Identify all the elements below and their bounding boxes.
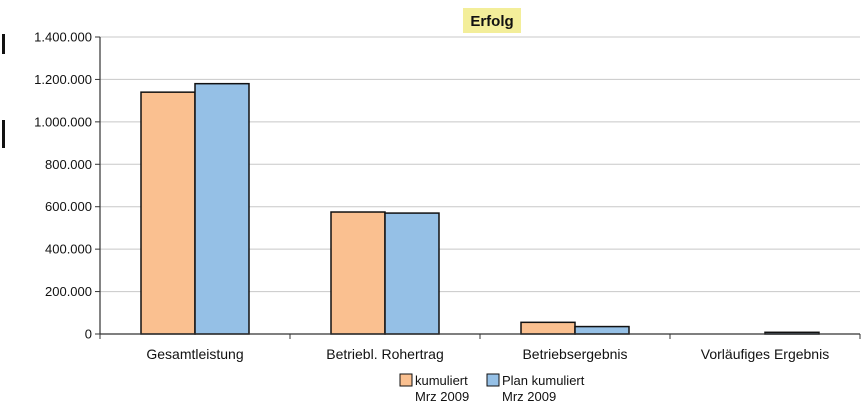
bar	[384, 212, 440, 335]
y-tick-label: 1.400.000	[34, 30, 92, 45]
y-tick-label: 200.000	[45, 284, 92, 299]
bar	[330, 211, 386, 335]
x-tick-label: Betriebl. Rohertrag	[326, 346, 444, 362]
bar	[194, 82, 250, 335]
y-axis: 0 200.000 400.000 600.000 800.000 1.000.000 1.…	[34, 30, 101, 342]
y-tick-label: 800.000	[45, 157, 92, 172]
chart-title-background	[463, 8, 521, 33]
x-axis: Gesamtleistung Betriebl. Rohertrag Betrieb…	[99, 333, 861, 362]
legend-label: kumuliert Mrz 2009	[415, 373, 469, 404]
legend-swatch	[399, 373, 413, 387]
legend-label: Plan kumuliert Mrz 2009	[502, 373, 585, 404]
chart-title: Erfolg	[470, 13, 513, 30]
left-edge-artifacts	[2, 34, 5, 148]
x-tick-label: Gesamtleistung	[146, 346, 243, 362]
legend-swatch	[486, 373, 500, 387]
y-tick-label: 1.000.000	[34, 114, 92, 129]
y-tick-label: 1.200.000	[34, 72, 92, 87]
y-tick-label: 400.000	[45, 242, 92, 257]
bar	[520, 321, 576, 335]
x-tick-label: Vorläufiges Ergebnis	[701, 346, 829, 362]
bar	[140, 91, 196, 335]
y-tick-label: 0	[85, 327, 92, 342]
y-tick-label: 600.000	[45, 199, 92, 214]
bars	[140, 82, 820, 335]
bar	[574, 325, 630, 335]
legend: kumuliert Mrz 2009 Plan kumuliert Mrz 2009	[399, 373, 585, 404]
x-tick-label: Betriebsergebnis	[522, 346, 627, 362]
